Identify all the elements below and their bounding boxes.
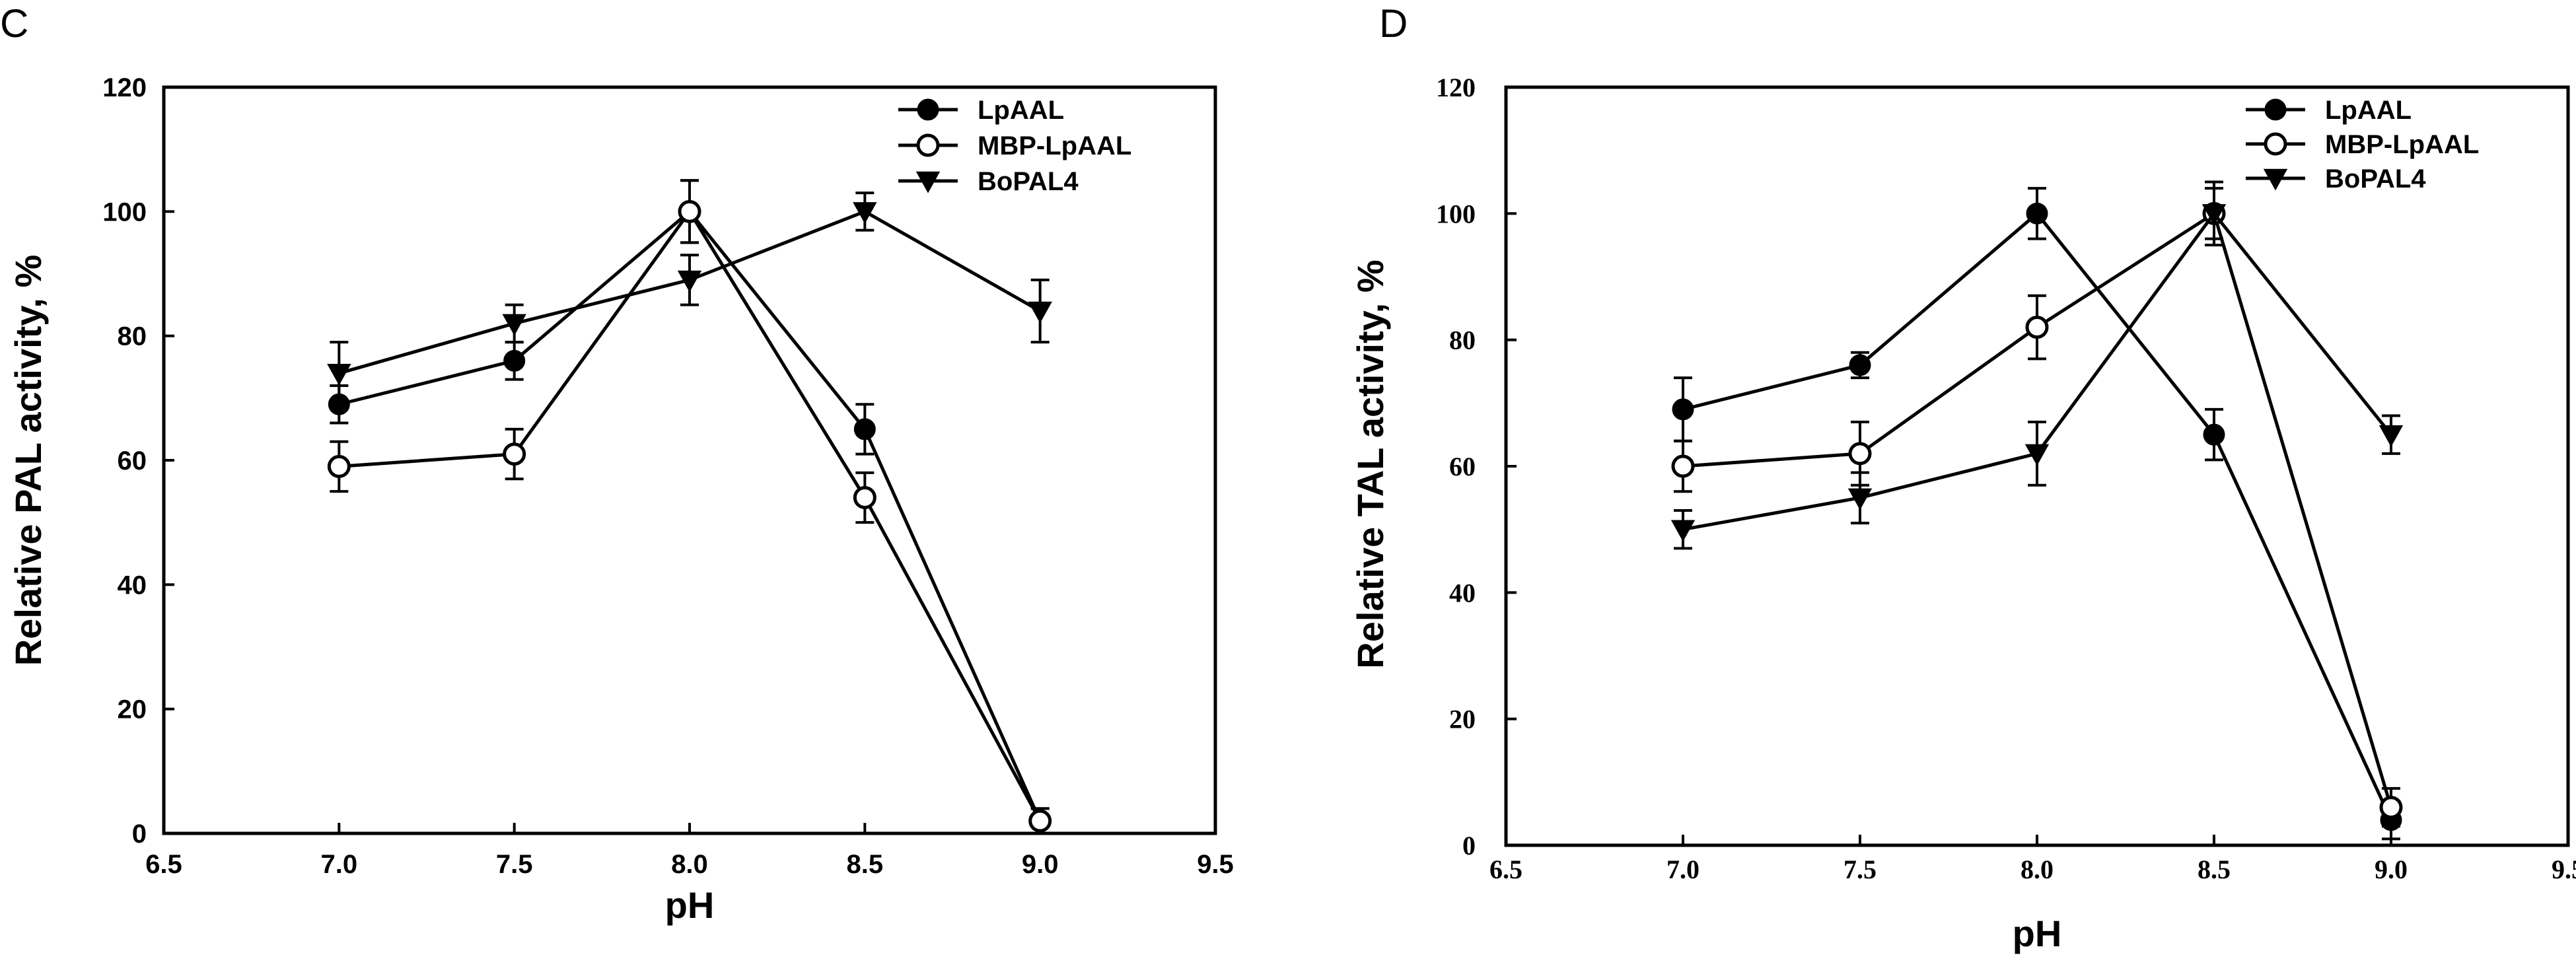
y-tick-label: 20 [1449, 705, 1476, 734]
series-layer [1670, 180, 2404, 841]
marker-filled-triangle [915, 171, 941, 193]
legend-entry: BoPAL4 [898, 167, 1079, 196]
marker-filled-triangle [677, 270, 702, 293]
y-tick-label: 60 [1449, 452, 1476, 481]
x-tick-label: 7.5 [1843, 855, 1877, 884]
legend-entry: LpAAL [2246, 96, 2412, 125]
marker-filled-triangle [502, 314, 526, 336]
marker-open-circle [1028, 809, 1052, 833]
marker-open-circle [2264, 132, 2287, 156]
marker-filled-circle [2203, 423, 2225, 446]
marker-open-circle [1848, 442, 1872, 466]
y-tick-label: 60 [118, 446, 147, 475]
x-tick-label: 8.5 [2198, 855, 2231, 884]
y-tick-label: 100 [102, 197, 147, 227]
x-tick-label: 9.0 [1022, 850, 1059, 879]
marker-filled-triangle [2201, 204, 2227, 226]
y-tick-label: 40 [1449, 578, 1476, 608]
panel-label: D [1379, 1, 1408, 46]
axis-ticks: 6.5 7.0 7.5 8.0 8.5 9.0 9.5 0 20 40 60 80 100 120 [102, 73, 1234, 879]
y-tick-label: 100 [1436, 199, 1476, 228]
marker-filled-triangle [1670, 520, 1696, 542]
y-tick-label: 120 [102, 73, 147, 102]
legend-label: MBP-LpAAL [978, 131, 1131, 160]
legend-entry: BoPAL4 [2246, 164, 2426, 193]
y-tick-label: 120 [1436, 73, 1476, 102]
series-mbp-lpaal [1671, 187, 2403, 828]
legend: LpAAL MBP-LpAAL BoPAL4 [2246, 96, 2479, 193]
x-tick-label: 8.0 [671, 850, 708, 879]
x-tick-label: 7.5 [496, 850, 533, 879]
series-layer [327, 179, 1052, 835]
y-tick-label: 80 [118, 322, 147, 351]
marker-filled-triangle [2379, 425, 2404, 447]
legend-label: BoPAL4 [2325, 164, 2426, 193]
y-tick-label: 20 [118, 695, 147, 724]
marker-open-circle [1671, 454, 1695, 478]
marker-open-circle [853, 486, 877, 509]
legend-label: BoPAL4 [978, 167, 1079, 196]
series-mbp-lpaal [327, 179, 1052, 835]
series-bopal4 [327, 192, 1052, 406]
marker-open-circle [678, 199, 701, 223]
x-tick-label: 6.5 [1489, 855, 1522, 884]
legend-label: LpAAL [2325, 96, 2412, 125]
marker-open-circle [916, 133, 940, 157]
marker-filled-circle [2264, 98, 2287, 121]
marker-filled-circle [917, 98, 939, 121]
marker-filled-circle [853, 418, 876, 440]
marker-filled-triangle [327, 363, 351, 386]
y-tick-label: 0 [1462, 831, 1476, 860]
marker-open-circle [2025, 316, 2049, 339]
legend-entry: MBP-LpAAL [898, 131, 1131, 160]
legend-entry: LpAAL [898, 96, 1064, 125]
series-bopal4 [1670, 180, 2404, 550]
y-axis-title: Relative TAL activity, % [1349, 260, 1391, 668]
x-tick-label: 9.0 [2375, 855, 2408, 884]
marker-filled-triangle [2263, 168, 2288, 191]
series-lpaal [1672, 187, 2402, 841]
y-axis-title: Relative PAL activity, % [7, 255, 49, 666]
y-tick-label: 80 [1449, 326, 1476, 355]
marker-open-circle [327, 454, 351, 478]
marker-filled-circle [503, 349, 526, 372]
marker-filled-triangle [2024, 444, 2050, 466]
y-tick-label: 40 [118, 571, 147, 600]
legend-entry: MBP-LpAAL [2246, 130, 2479, 159]
marker-open-circle [2379, 796, 2403, 820]
panel-c: C Relative PAL activity, % pH 6.5 7.0 7.5 8… [0, 1, 1234, 926]
axis-ticks: 6.5 7.0 7.5 8.0 8.5 9.0 9.5 0 20 40 60 80 100 120 [1436, 73, 2576, 884]
panel-d: D Relative TAL activity, % pH 6.5 7.0 7.5 8… [1349, 1, 2576, 954]
y-tick-label: 0 [132, 820, 147, 849]
x-tick-label: 6.5 [145, 850, 182, 879]
marker-filled-circle [1672, 398, 1694, 421]
legend-label: LpAAL [978, 96, 1064, 125]
marker-filled-circle [1849, 354, 1871, 376]
x-tick-label: 7.0 [321, 850, 358, 879]
x-axis-title: pH [2013, 913, 2062, 954]
x-axis-title: pH [665, 884, 715, 926]
marker-filled-triangle [853, 202, 877, 224]
x-tick-label: 9.5 [2552, 855, 2576, 884]
marker-filled-triangle [1847, 488, 1873, 510]
marker-open-circle [503, 442, 526, 466]
x-tick-label: 8.5 [847, 850, 884, 879]
x-tick-label: 9.5 [1197, 850, 1234, 879]
marker-filled-circle [2026, 202, 2048, 225]
marker-filled-triangle [1028, 301, 1052, 324]
legend-label: MBP-LpAAL [2325, 130, 2479, 159]
legend: LpAAL MBP-LpAAL BoPAL4 [898, 96, 1131, 196]
panel-label: C [0, 1, 28, 46]
x-tick-label: 8.0 [2021, 855, 2054, 884]
x-tick-label: 7.0 [1666, 855, 1699, 884]
